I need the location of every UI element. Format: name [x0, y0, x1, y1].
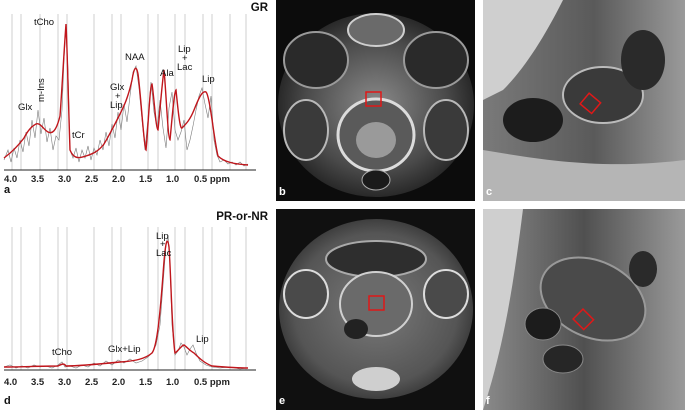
- panel-letter-d: d: [4, 395, 11, 407]
- svg-text:2.0: 2.0: [112, 377, 125, 388]
- peak-label-glx-lip: Glx+Lip: [108, 344, 140, 355]
- svg-text:2.0: 2.0: [112, 174, 125, 185]
- peak-label-lip-lac: Lip + Lac: [156, 231, 172, 259]
- svg-text:0.5 ppm: 0.5 ppm: [194, 174, 230, 185]
- fitted-spectrum-gr: [3, 23, 249, 166]
- peak-label-ala: Ala: [160, 68, 174, 79]
- peak-label-lip-lac: Lip + Lac: [177, 44, 193, 73]
- svg-text:2.5: 2.5: [85, 174, 99, 185]
- peak-label-naa: NAA: [125, 52, 145, 63]
- svg-text:+: +: [160, 239, 166, 250]
- grid-lines: [11, 227, 247, 370]
- panel-letter-c: c: [486, 186, 493, 198]
- mri-image-f: [483, 209, 685, 410]
- svg-text:1.5: 1.5: [139, 377, 153, 388]
- grid-lines: [11, 14, 247, 170]
- mri-axial-gr: b: [276, 0, 475, 201]
- svg-text:3.0: 3.0: [58, 174, 71, 185]
- raw-spectrum-pr-nr: [3, 234, 249, 370]
- svg-text:Lac: Lac: [156, 248, 172, 259]
- svg-text:3.0: 3.0: [58, 377, 71, 388]
- roi-box: [579, 92, 602, 115]
- svg-text:4.0: 4.0: [4, 377, 17, 388]
- panel-letter-b: b: [279, 186, 286, 198]
- raw-spectrum-gr: [3, 25, 249, 167]
- svg-text:3.5: 3.5: [31, 377, 45, 388]
- spectrum-panel-pr-nr: PR-or-NR 4.0 3.5 3.0 2.5 2.0 1.5 1.0 0.5…: [0, 205, 272, 410]
- svg-text:Lip: Lip: [110, 100, 123, 111]
- peak-label-tcho: tCho: [34, 17, 54, 28]
- peak-label-mins: m-Ins: [36, 78, 47, 102]
- mri-axial-pr-nr: e: [276, 209, 475, 410]
- peak-label-tcho: tCho: [52, 347, 72, 358]
- spectrum-title-gr: GR: [250, 2, 268, 14]
- svg-text:+: +: [182, 53, 188, 64]
- spectrum-plot-pr-nr: 4.0 3.5 3.0 2.5 2.0 1.5 1.0 0.5 ppm tCho…: [3, 227, 256, 388]
- svg-text:Glx: Glx: [110, 82, 125, 93]
- svg-text:1.5: 1.5: [139, 174, 153, 185]
- svg-text:4.0: 4.0: [4, 174, 17, 185]
- svg-text:1.0: 1.0: [166, 174, 179, 185]
- peak-label-tcr: tCr: [72, 130, 85, 141]
- peak-label-glx-lip: Glx + Lip: [110, 82, 125, 111]
- panel-letter-e: e: [279, 395, 286, 407]
- roi-box: [368, 295, 385, 311]
- x-tick-labels-gr: 4.0 3.5 3.0 2.5 2.0 1.5 1.0 0.5 ppm: [4, 174, 230, 185]
- mri-sagittal-gr: c: [483, 0, 685, 201]
- svg-text:1.0: 1.0: [166, 377, 179, 388]
- spectrum-panel-gr: GR 4.0 3.5 3.0 2.5 2.0 1.5 1.0 0.5 ppm G…: [0, 0, 272, 205]
- fitted-spectrum-pr-nr: [3, 240, 249, 369]
- mri-image-b: [276, 0, 475, 201]
- svg-text:2.5: 2.5: [85, 377, 99, 388]
- peak-label-lip: Lip: [196, 334, 209, 345]
- roi-box: [365, 91, 382, 107]
- spectrum-plot-gr: 4.0 3.5 3.0 2.5 2.0 1.5 1.0 0.5 ppm Glx …: [3, 14, 256, 185]
- svg-text:0.5 ppm: 0.5 ppm: [194, 377, 230, 388]
- panel-letter-a: a: [4, 184, 11, 196]
- mri-image-c: [483, 0, 685, 201]
- peak-label-glx: Glx: [18, 102, 33, 113]
- spectrum-title-pr-nr: PR-or-NR: [216, 211, 268, 223]
- svg-text:+: +: [115, 91, 121, 102]
- roi-box: [572, 308, 595, 331]
- mri-sagittal-pr-nr: f: [483, 209, 685, 410]
- x-tick-labels-pr-nr: 4.0 3.5 3.0 2.5 2.0 1.5 1.0 0.5 ppm: [4, 377, 230, 388]
- mri-image-e: [276, 209, 475, 410]
- svg-text:3.5: 3.5: [31, 174, 45, 185]
- svg-text:Lac: Lac: [177, 62, 193, 73]
- svg-text:Lip: Lip: [156, 231, 169, 242]
- panel-letter-f: f: [486, 395, 490, 407]
- svg-text:Lip: Lip: [178, 44, 191, 55]
- peak-label-lip: Lip: [202, 74, 215, 85]
